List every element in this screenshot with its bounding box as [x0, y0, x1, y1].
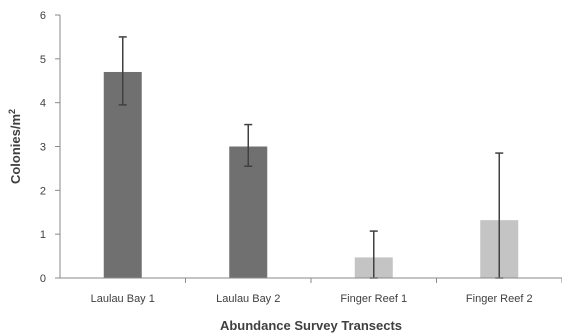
- x-tick-label: Laulau Bay 1: [91, 293, 155, 305]
- y-tick-label: 2: [40, 185, 46, 197]
- bar: [103, 71, 142, 278]
- y-tick-label: 5: [40, 54, 46, 66]
- y-tick-label: 6: [40, 10, 46, 22]
- bars-group: [103, 71, 519, 278]
- bar: [229, 146, 268, 278]
- y-tick-label: 4: [40, 98, 46, 110]
- x-tick-label: Finger Reef 1: [340, 293, 407, 305]
- y-tick-label: 1: [40, 229, 46, 241]
- y-tick-label: 0: [40, 273, 46, 285]
- x-axis-title: Abundance Survey Transects: [220, 318, 402, 333]
- error-bars-group: [118, 36, 504, 279]
- x-tick-label: Laulau Bay 2: [216, 293, 280, 305]
- y-axis-ticks: 0 1 2 3 4 5 6: [40, 10, 60, 285]
- x-tick-label: Finger Reef 2: [466, 293, 533, 305]
- x-axis-ticks: Laulau Bay 1 Laulau Bay 2 Finger Reef 1 Fin…: [91, 278, 562, 305]
- y-axis-title-superscript: 2: [7, 109, 17, 114]
- y-tick-label: 3: [40, 142, 46, 154]
- y-axis-title: Colonies/m2: [7, 109, 23, 184]
- y-axis-title-main: Colonies/m: [8, 114, 23, 184]
